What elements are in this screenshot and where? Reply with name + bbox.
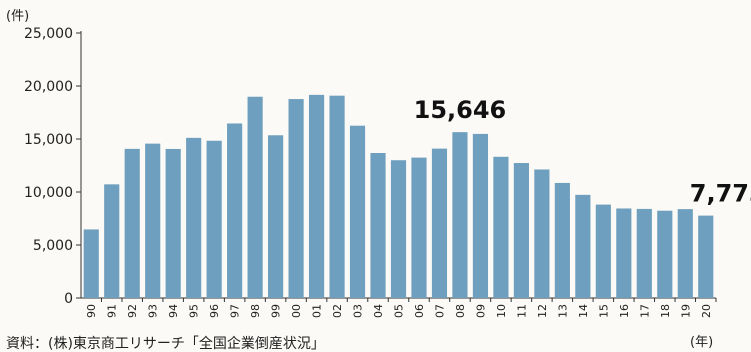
y-tick-label: 0 (64, 291, 73, 307)
x-tick-label: 12 (536, 304, 549, 318)
x-tick-label: 19 (679, 304, 692, 318)
bar-08 (452, 132, 468, 298)
x-tick-label: 05 (393, 304, 406, 318)
x-tick-label: 20 (700, 304, 713, 318)
bar-95 (186, 137, 202, 298)
bar-97 (227, 123, 243, 298)
x-tick-label: 90 (85, 304, 98, 318)
x-tick-label: 01 (311, 304, 324, 318)
source-note: 資料：(株)東京商工リサーチ「全国企業倒産状況」 (6, 335, 325, 352)
x-tick-label: 09 (474, 304, 487, 318)
y-tick-label: 10,000 (24, 185, 73, 201)
x-tick-label: 99 (270, 304, 283, 318)
bar-18 (657, 210, 673, 298)
bar-91 (104, 184, 120, 298)
x-tick-label: 17 (638, 304, 651, 318)
x-tick-label: 15 (597, 304, 610, 318)
x-tick-label: 11 (515, 304, 528, 318)
x-tick-label: 93 (147, 304, 160, 318)
y-tick-label: 15,000 (24, 132, 73, 148)
x-tick-label: 00 (290, 304, 303, 318)
bar-94 (165, 148, 181, 298)
value-callout-20: 7,773 (690, 180, 751, 208)
x-tick-label: 98 (249, 304, 262, 318)
bar-20 (698, 215, 714, 298)
bar-15 (595, 204, 611, 298)
bar-06 (411, 157, 427, 298)
bar-04 (370, 153, 386, 298)
bar-96 (206, 140, 222, 298)
bar-13 (554, 182, 570, 298)
x-unit-label: (年) (690, 335, 713, 350)
x-tick-label: 14 (577, 304, 590, 318)
value-callout-08: 15,646 (414, 96, 507, 124)
y-unit-label: (件) (6, 9, 29, 24)
bar-03 (349, 125, 366, 299)
bar-02 (329, 95, 345, 299)
bar-12 (534, 169, 550, 298)
x-tick-label: 94 (167, 304, 180, 318)
bar-90 (83, 229, 99, 298)
bar-14 (575, 194, 591, 298)
x-tick-label: 08 (454, 304, 467, 318)
bar-07 (431, 148, 448, 298)
y-tick-label: 5,000 (33, 238, 73, 254)
x-tick-label: 95 (188, 304, 201, 318)
x-tick-label: 97 (229, 304, 242, 318)
x-tick-label: 91 (106, 304, 119, 318)
x-tick-label: 06 (413, 304, 426, 318)
x-tick-label: 10 (495, 304, 508, 318)
bar-16 (616, 208, 632, 298)
x-tick-label: 18 (659, 304, 672, 318)
bar-93 (145, 143, 161, 298)
x-tick-label: 13 (556, 304, 569, 318)
bar-17 (636, 208, 652, 298)
x-tick-label: 02 (331, 304, 344, 318)
bar-99 (268, 135, 284, 298)
x-tick-label: 96 (208, 304, 221, 318)
bar-11 (513, 163, 529, 298)
bar-00 (288, 99, 304, 298)
bar-05 (390, 160, 407, 298)
x-tick-label: 04 (372, 304, 385, 318)
x-tick-label: 03 (352, 304, 365, 318)
bar-92 (124, 148, 140, 298)
bar-19 (677, 209, 693, 298)
bar-01 (308, 94, 325, 298)
x-tick-label: 07 (433, 304, 446, 318)
x-tick-label: 92 (126, 304, 139, 318)
y-tick-label: 25,000 (24, 26, 73, 42)
bar-10 (493, 156, 509, 298)
bar-09 (472, 133, 489, 298)
y-tick-label: 20,000 (24, 79, 73, 95)
x-tick-label: 16 (618, 304, 631, 318)
bar-98 (247, 96, 263, 298)
